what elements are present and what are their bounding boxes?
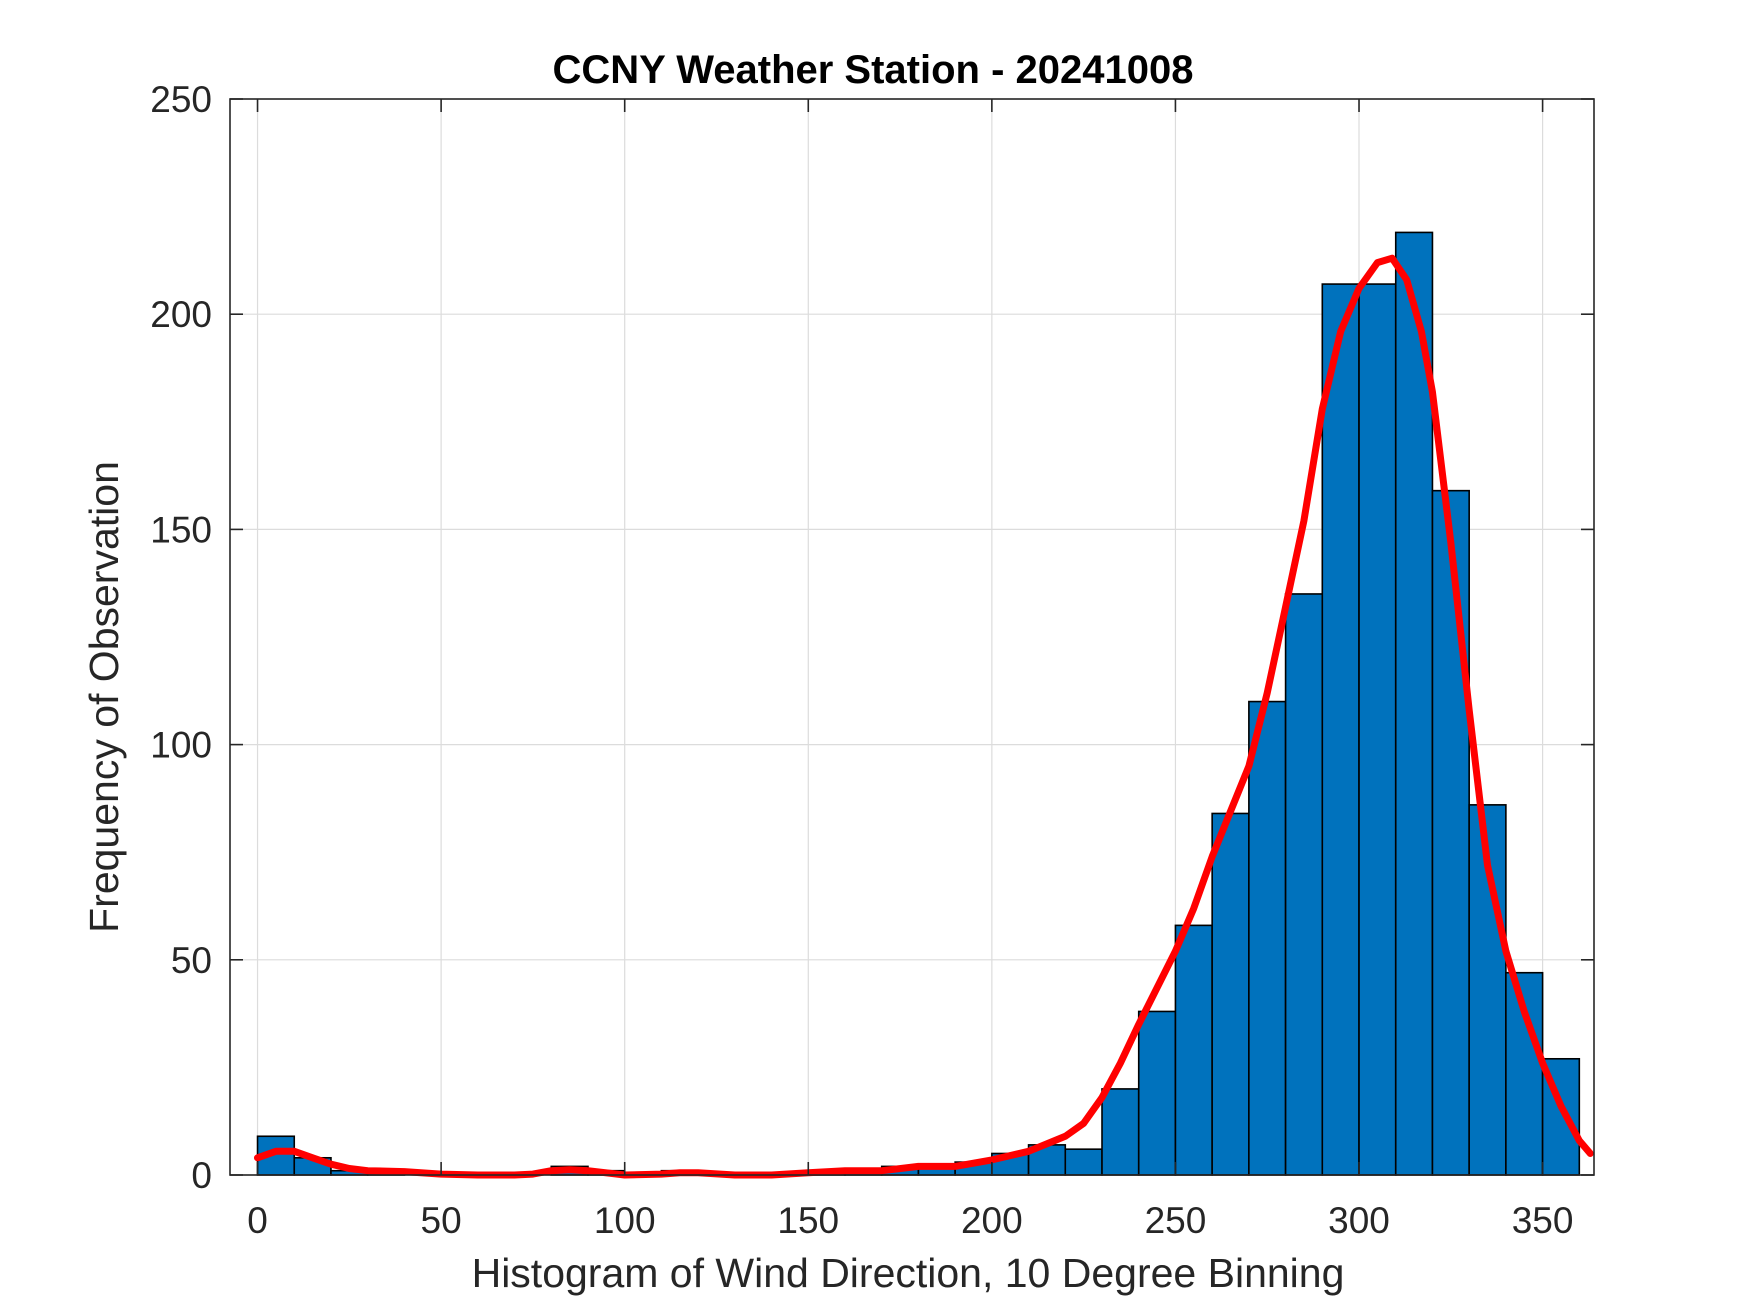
histogram-bar-290 [1321,283,1360,1176]
x-tick-labels: 0 50 100 150 200 250 300 350 [247,1200,1573,1241]
x-tick-label-50: 50 [421,1200,462,1241]
plot-frame [229,98,1595,1176]
histogram-bar-240 [1137,1010,1177,1176]
chart-title: CCNY Weather Station - 20241008 [553,48,1194,92]
x-tick-label-200: 200 [961,1200,1023,1241]
axis-ticks [230,98,1594,1176]
y-tick-label-250: 250 [150,79,212,120]
x-tick-label-150: 150 [777,1200,839,1241]
histogram-bar-250 [1174,924,1213,1176]
y-axis-label: Frequency of Observation [81,461,127,933]
y-tick-label-150: 150 [150,509,212,550]
y-tick-label-50: 50 [171,940,212,981]
x-tick-label-300: 300 [1328,1200,1390,1241]
y-tick-label-200: 200 [150,294,212,335]
histogram-bar-280 [1284,593,1324,1176]
histogram-bar-220 [1064,1148,1103,1176]
histogram-bar-270 [1248,700,1287,1176]
y-tick-label-0: 0 [191,1155,212,1196]
histogram-bars [256,231,1581,1176]
x-tick-label-100: 100 [594,1200,656,1241]
histogram-bar-300 [1358,283,1397,1176]
y-tick-label-100: 100 [150,725,212,766]
y-tick-labels: 0 50 100 150 200 250 [150,79,212,1196]
histogram-bar-310 [1394,231,1434,1176]
x-tick-label-250: 250 [1145,1200,1207,1241]
x-axis-label: Histogram of Wind Direction, 10 Degree B… [472,1250,1345,1296]
histogram-bar-320 [1431,489,1470,1176]
x-tick-label-350: 350 [1512,1200,1574,1241]
histogram-bar-260 [1211,812,1250,1176]
histogram-bar-230 [1101,1088,1140,1176]
x-tick-label-0: 0 [247,1200,268,1241]
